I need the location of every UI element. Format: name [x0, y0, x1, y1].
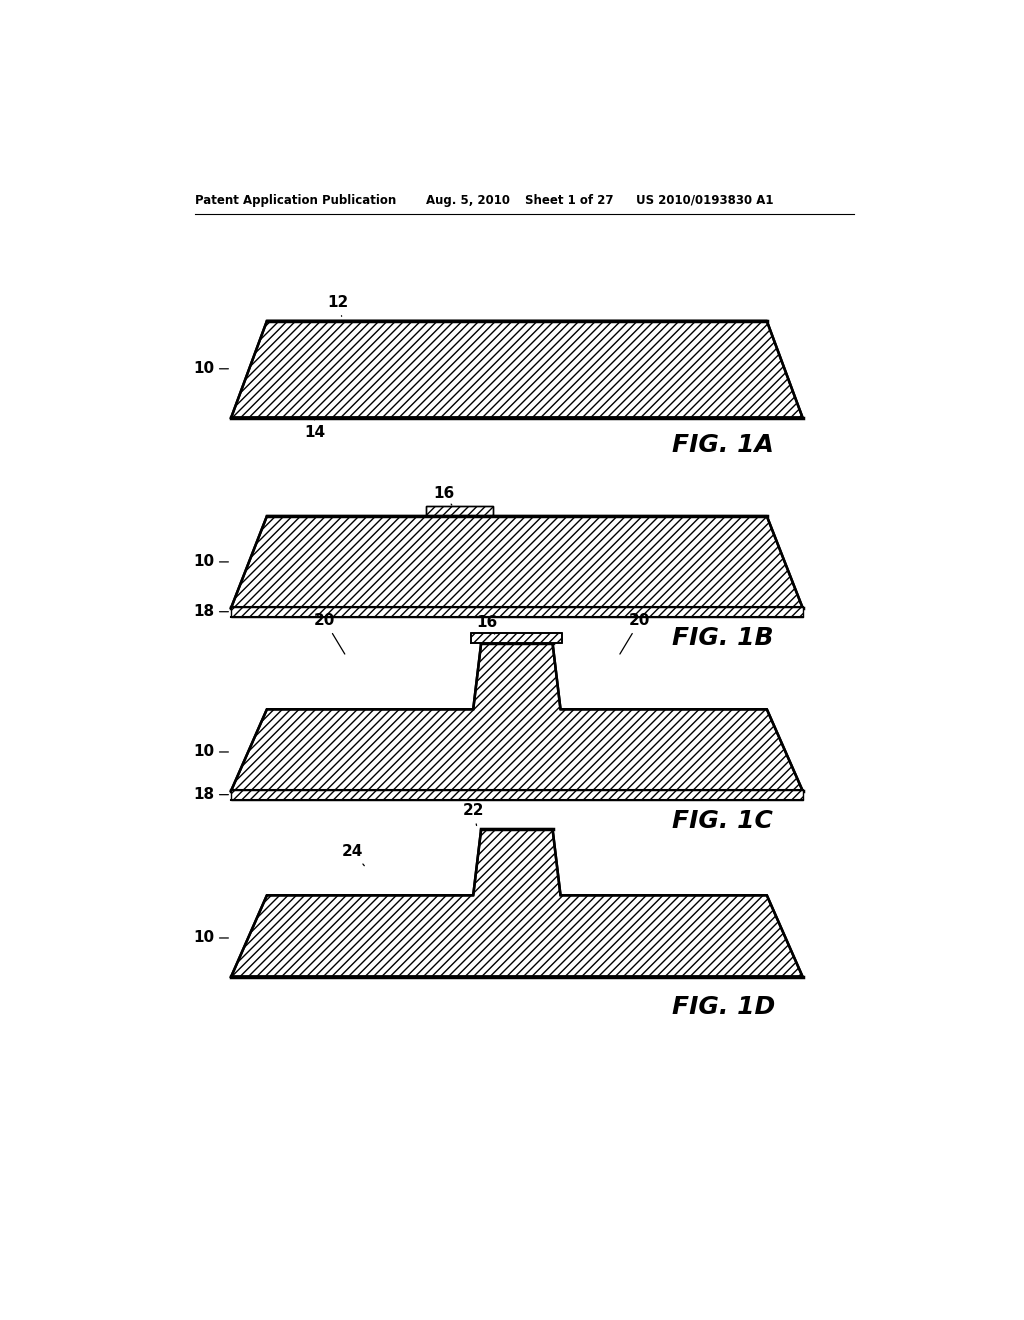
Text: Patent Application Publication: Patent Application Publication — [196, 194, 396, 206]
Text: FIG. 1D: FIG. 1D — [672, 995, 775, 1019]
Bar — [471, 634, 562, 643]
Text: 20: 20 — [620, 614, 650, 653]
Text: 14: 14 — [304, 420, 325, 441]
Text: 10: 10 — [193, 554, 228, 569]
Bar — [231, 789, 803, 800]
Text: 10: 10 — [193, 744, 228, 759]
Text: FIG. 1B: FIG. 1B — [672, 626, 773, 651]
Text: 18: 18 — [193, 605, 228, 619]
Text: US 2010/0193830 A1: US 2010/0193830 A1 — [636, 194, 773, 206]
Text: 12: 12 — [328, 296, 349, 317]
Bar — [426, 506, 494, 515]
Text: Aug. 5, 2010: Aug. 5, 2010 — [426, 194, 510, 206]
Polygon shape — [231, 643, 803, 791]
Text: 20: 20 — [314, 614, 345, 653]
Polygon shape — [231, 829, 803, 977]
Text: 18: 18 — [193, 787, 228, 803]
Text: 16: 16 — [433, 486, 455, 506]
Text: Sheet 1 of 27: Sheet 1 of 27 — [524, 194, 613, 206]
Text: FIG. 1C: FIG. 1C — [672, 809, 772, 833]
Text: FIG. 1A: FIG. 1A — [672, 433, 773, 457]
Text: 16: 16 — [476, 615, 498, 634]
Polygon shape — [231, 516, 803, 607]
Text: 10: 10 — [193, 931, 228, 945]
Text: 22: 22 — [463, 804, 484, 825]
Text: 24: 24 — [342, 843, 365, 866]
Text: 10: 10 — [193, 362, 228, 376]
Polygon shape — [231, 321, 803, 417]
Bar — [231, 607, 803, 616]
